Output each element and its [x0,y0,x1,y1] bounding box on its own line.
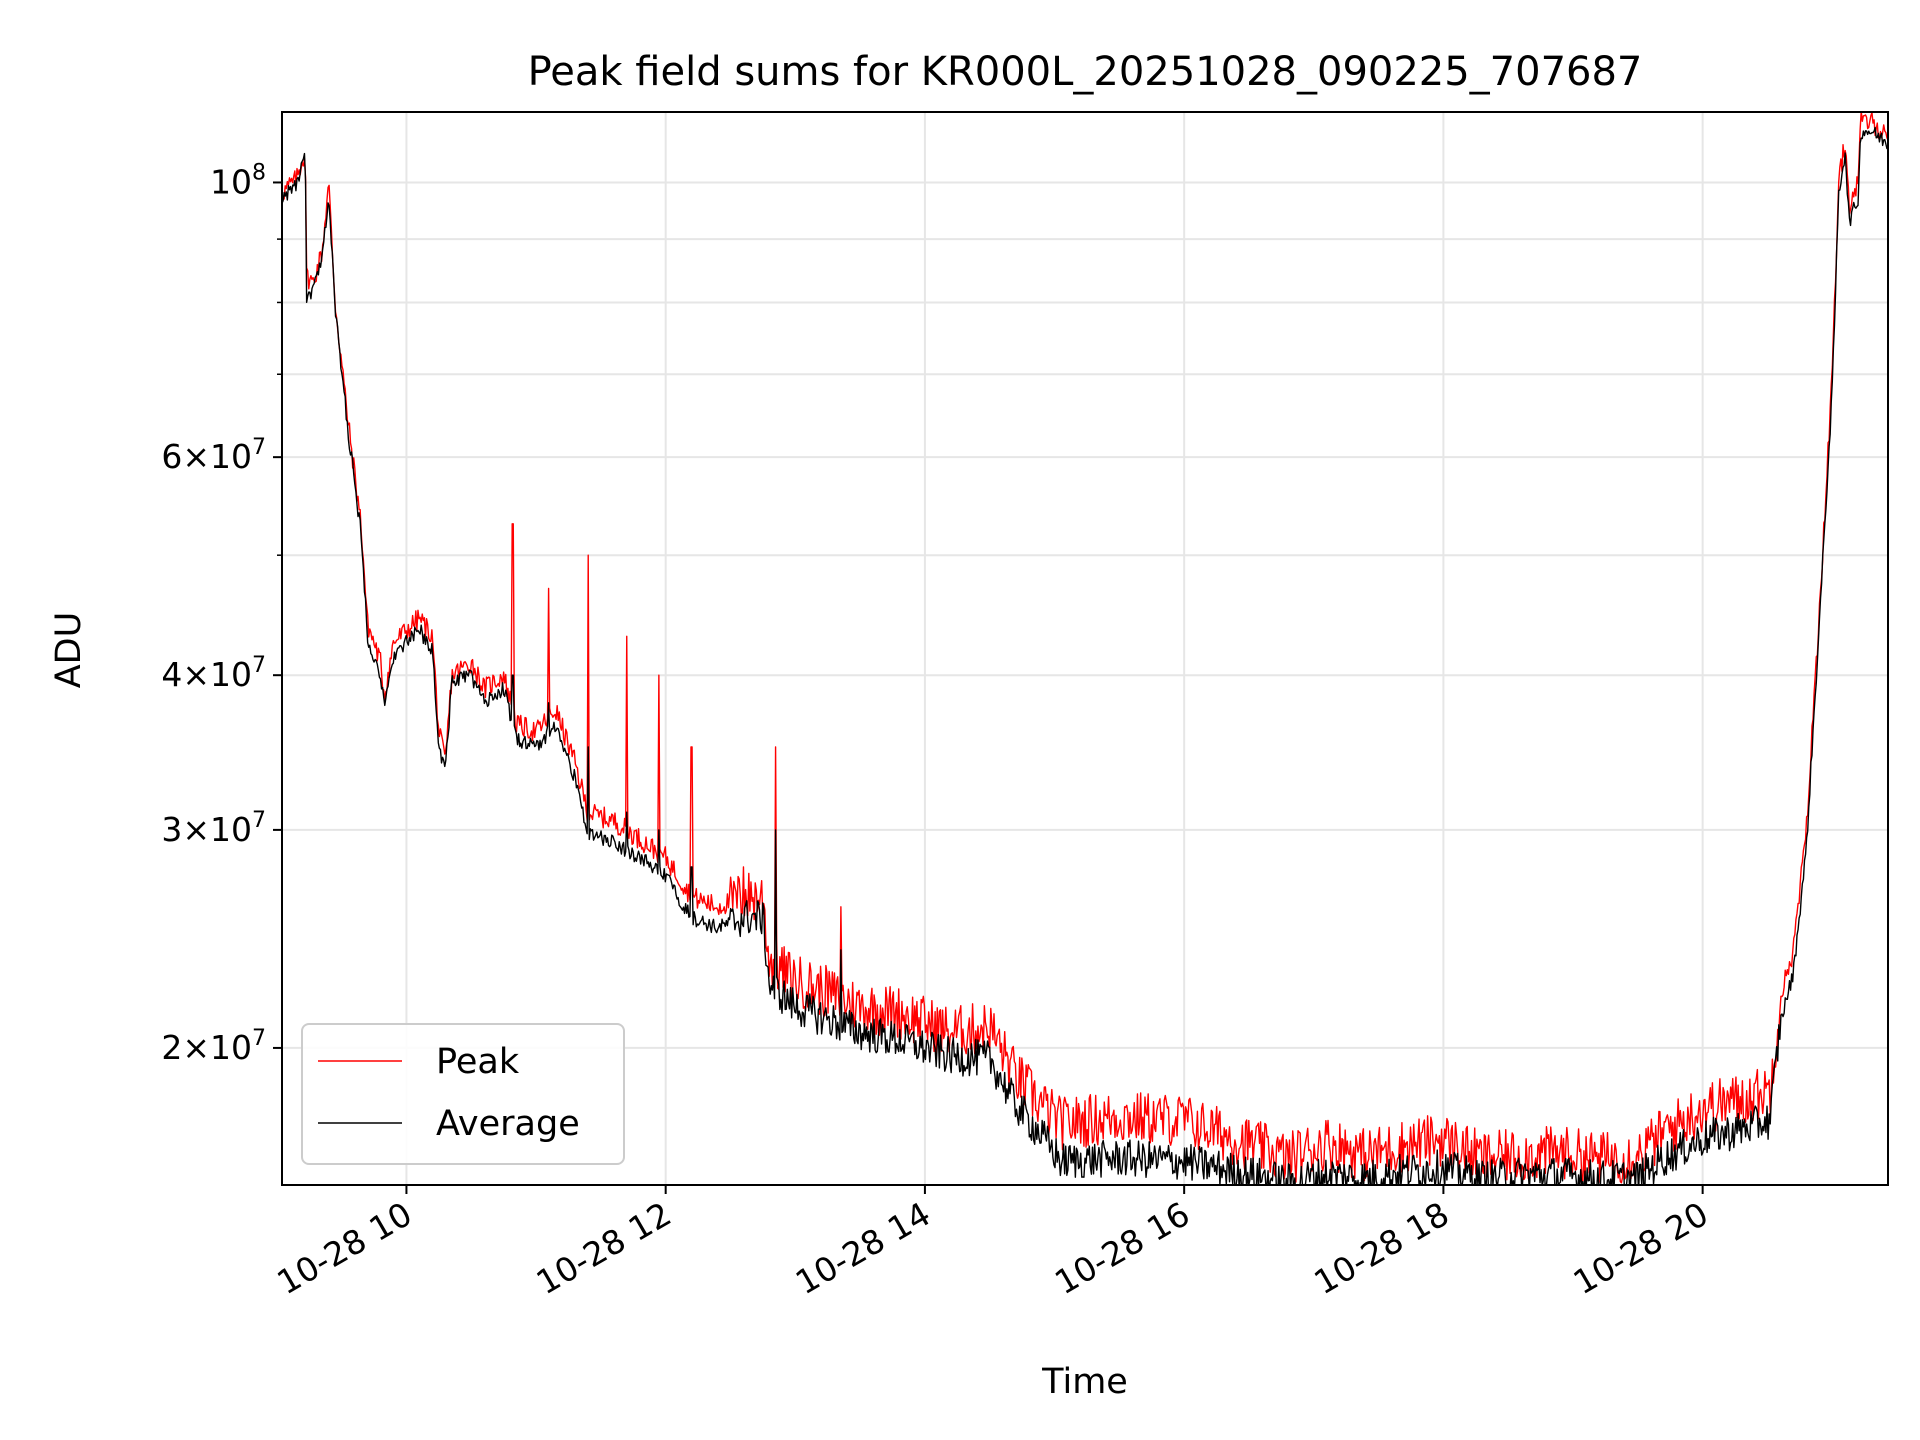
y-tick-label: 3×107 [161,808,266,849]
x-axis-label: Time [1041,1362,1128,1402]
chart-title: Peak field sums for KR000L_20251028_0902… [528,49,1643,95]
legend-box [301,1023,625,1165]
legend-peak-label: Peak [436,1042,520,1082]
y-axis-label: ADU [49,612,89,689]
plot-frame [281,111,1889,1186]
y-tick-label: 2×107 [161,1026,266,1067]
y-tick-label: 6×107 [161,435,266,476]
y-tick-label: 108 [210,160,266,201]
grid [282,112,1888,1185]
legend-average-label: Average [436,1104,580,1144]
plot-area [282,112,1888,1185]
series-line-peak [282,112,1888,1184]
y-axis: 2×107 3×107 4×107 6×107 108 [161,160,282,1067]
legend: Peak Average [301,1023,625,1165]
series-line-average [282,126,1888,1185]
y-tick-label: 4×107 [161,653,266,694]
